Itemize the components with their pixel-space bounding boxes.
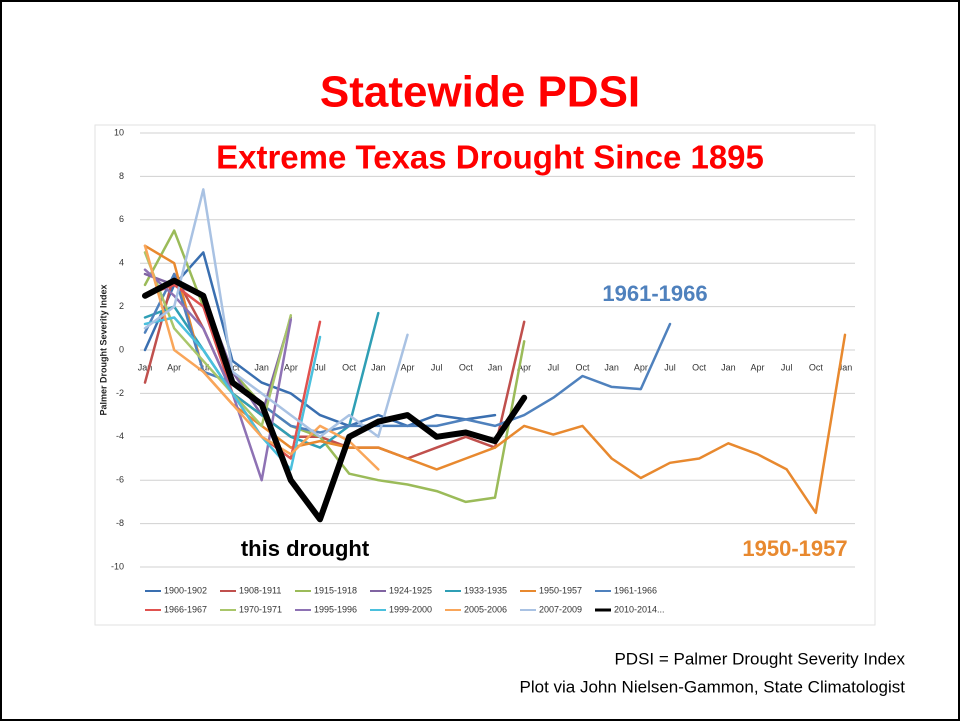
- x-tick-label: Oct: [692, 362, 707, 372]
- x-tick-label: Apr: [517, 362, 531, 372]
- plot: [142, 188, 847, 523]
- series-line: [143, 251, 293, 428]
- x-tick-label: Jul: [314, 362, 326, 372]
- y-tick-label: 2: [119, 301, 124, 311]
- legend-label: 1908-1911: [239, 585, 281, 595]
- y-axis-label: Palmer Drought Severity Index: [98, 284, 108, 415]
- x-tick-label: Jul: [431, 362, 443, 372]
- x-tick-label: Jan: [138, 362, 153, 372]
- x-tick-label: Oct: [575, 362, 590, 372]
- x-tick-label: Apr: [284, 362, 298, 372]
- x-tick-label: Apr: [167, 362, 181, 372]
- x-tick-label: Jan: [604, 362, 619, 372]
- y-tick-label: -6: [116, 475, 124, 485]
- legend: 1900-1902 1908-1911 1915-1918 1924-1925 1933…: [145, 585, 665, 614]
- legend-label: 2010-2014...: [614, 604, 665, 614]
- y-tick-label: -2: [116, 388, 124, 398]
- y-tick-label: -4: [116, 431, 124, 441]
- legend-label: 1900-1902: [164, 585, 207, 595]
- x-tick-label: Jan: [721, 362, 736, 372]
- legend-label: 1995-1996: [314, 604, 357, 614]
- y-tick-label: 6: [119, 214, 124, 224]
- legend-label: 2007-2009: [539, 604, 582, 614]
- series-line: [143, 251, 497, 428]
- x-tick-label: Jul: [781, 362, 793, 372]
- legend-label: 1924-1925: [389, 585, 432, 595]
- y-tick-label: -10: [111, 561, 124, 571]
- x-tick-label: Apr: [400, 362, 414, 372]
- x-tick-label: Oct: [809, 362, 824, 372]
- note: Plot via John Nielsen-Gammon, State Clim…: [520, 677, 906, 696]
- legend-label: 1961-1966: [614, 585, 657, 595]
- chart-subtitle: Extreme Texas Drought Since 1895: [216, 139, 764, 176]
- legend-label: 1950-1957: [539, 585, 582, 595]
- annotation: 1950-1957: [742, 536, 847, 561]
- y-tick-label: 4: [119, 258, 124, 268]
- chart-frame: [94, 124, 876, 626]
- note: PDSI = Palmer Drought Severity Index: [614, 649, 905, 668]
- x-tick-label: Oct: [342, 362, 357, 372]
- legend-label: 1999-2000: [389, 604, 432, 614]
- series-line: [143, 316, 322, 471]
- x-tick-label: Jan: [371, 362, 386, 372]
- series-line: [143, 244, 380, 471]
- annotation: this drought: [241, 536, 370, 561]
- legend-label: 1966-1967: [164, 604, 207, 614]
- x-tick-label: Jul: [548, 362, 560, 372]
- annotations: 1961-1966 this drought 1950-1957: [241, 281, 848, 561]
- legend-label: 1970-1971: [239, 604, 282, 614]
- grid: -10 -8 -6 -4 -2 0 2 4 6 8 10 Jan Apr Jul Oct Jan Apr Jul O…: [111, 127, 855, 571]
- series-line: [143, 305, 380, 449]
- series-line: [143, 268, 293, 482]
- x-tick-label: Apr: [634, 362, 648, 372]
- x-tick-label: Jan: [488, 362, 503, 372]
- x-tick-label: Jan: [838, 362, 853, 372]
- slide-title: Statewide PDSI: [320, 68, 640, 117]
- legend-label: 1933-1935: [464, 585, 507, 595]
- legend-label: 2005-2006: [464, 604, 507, 614]
- annotation: 1961-1966: [602, 281, 707, 306]
- x-tick-label: Jan: [254, 362, 269, 372]
- y-tick-label: 0: [119, 344, 124, 354]
- series-line: [142, 277, 528, 523]
- x-tick-label: Jul: [664, 362, 676, 372]
- legend-label: 1915-1918: [314, 585, 357, 595]
- x-tick-label: Oct: [459, 362, 474, 372]
- y-tick-label: 10: [114, 127, 124, 137]
- x-tick-label: Apr: [750, 362, 764, 372]
- y-tick-label: 8: [119, 171, 124, 181]
- y-tick-label: -8: [116, 518, 124, 528]
